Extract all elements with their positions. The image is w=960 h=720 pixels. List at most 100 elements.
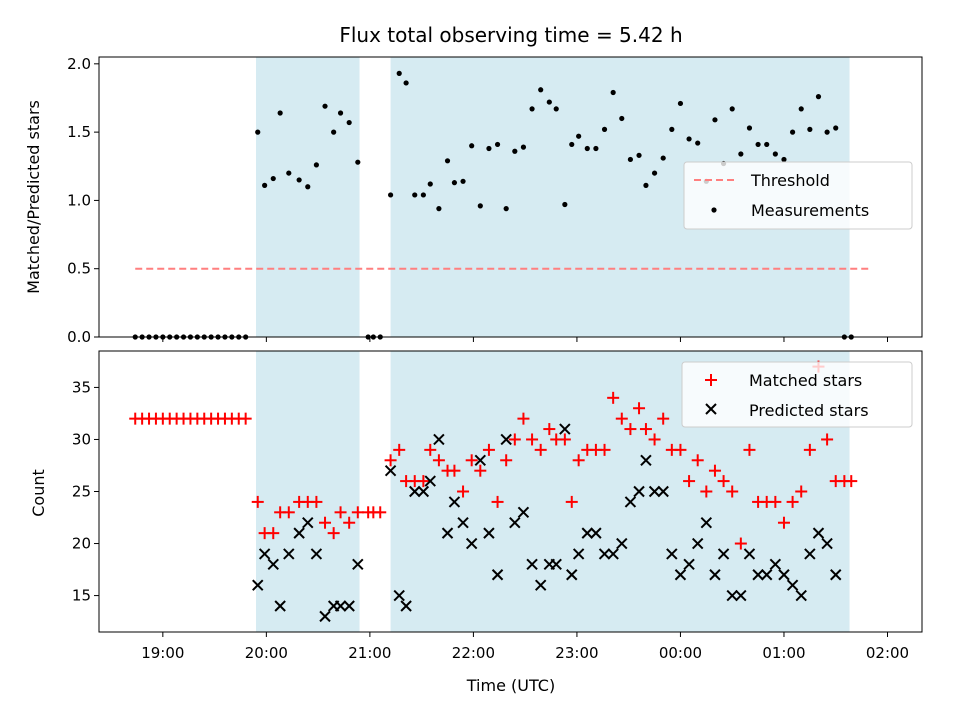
x-tick-label: 01:00 [762, 644, 805, 662]
measurement-point [255, 129, 261, 135]
measurement-point [738, 151, 744, 157]
predicted-stars-point [581, 527, 593, 539]
y-tick-label: 1.0 [67, 191, 91, 209]
matched-stars-point [526, 433, 539, 446]
predicted-stars-point [509, 517, 521, 529]
predicted-stars-point [804, 548, 816, 560]
predicted-stars-point [409, 485, 421, 498]
measurement-point [643, 182, 649, 188]
top-legend-box [683, 161, 913, 230]
predicted-stars-point [572, 548, 585, 560]
x-tick-label: 20:00 [245, 644, 288, 662]
measurement-point [781, 156, 787, 163]
predicted-stars-point [590, 527, 602, 539]
matched-stars-point [327, 527, 340, 540]
matched-stars-point [500, 454, 513, 467]
measurement-point [520, 144, 527, 150]
matched-stars-point [239, 412, 252, 425]
matched-stars-point [543, 423, 556, 436]
matched-stars-point [572, 454, 585, 467]
matched-stars-point [351, 506, 364, 519]
matched-stars-point [717, 475, 730, 488]
matched-stars-point [607, 391, 620, 404]
matched-stars-point [648, 433, 661, 446]
measurement-point [469, 143, 475, 149]
x-tick-label: 00:00 [659, 644, 702, 662]
matched-stars-point [491, 495, 504, 508]
matched-stars-point [803, 443, 816, 456]
matched-stars-point [657, 412, 670, 425]
predicted-stars-point [517, 506, 530, 519]
measurement-point [651, 170, 658, 176]
measurement-point [695, 140, 701, 146]
matched-stars-point [393, 443, 406, 456]
predicted-stars-point [735, 589, 747, 602]
predicted-stars-point [334, 600, 347, 612]
predicted-stars-point [293, 527, 305, 539]
matched-stars-point [417, 475, 430, 488]
legend-matched-swatch [705, 374, 717, 386]
matched-stars-point [700, 485, 713, 498]
measurement-point [824, 129, 830, 135]
x-tick-label: 02:00 [866, 644, 909, 662]
matched-stars-point [310, 495, 323, 508]
measurement-point [387, 192, 394, 198]
top-legend: Threshold Measurements [683, 161, 913, 230]
matched-stars-point [474, 464, 487, 477]
measurement-point [270, 175, 276, 182]
predicted-stars-point [717, 548, 730, 560]
measurement-point [451, 180, 458, 186]
matched-stars-point [482, 443, 495, 456]
matched-stars-point [267, 527, 280, 540]
matched-stars-point [424, 443, 437, 456]
measurement-point [562, 201, 568, 208]
matched-stars-point [674, 443, 687, 456]
matched-stars-point [639, 423, 652, 436]
measurement-point [807, 126, 813, 132]
matched-stars-point [517, 412, 530, 425]
matched-stars-point [786, 495, 799, 508]
matched-stars-point [465, 454, 478, 467]
x-tick-label: 21:00 [348, 644, 391, 662]
y-tick-label: 2.0 [67, 55, 91, 73]
measurement-point [477, 203, 483, 209]
matched-stars-point [384, 454, 397, 467]
measurement-point [322, 103, 328, 109]
measurement-point [486, 145, 492, 152]
predicted-stars-point [500, 433, 512, 446]
bottom-legend: Matched stars Predicted stars [681, 361, 913, 428]
matched-stars-point [691, 454, 704, 467]
matched-stars-point [251, 495, 264, 508]
predicted-stars-point [607, 548, 619, 560]
matched-stars-point [343, 516, 356, 529]
predicted-stars-point [474, 454, 487, 466]
matched-stars-point [821, 433, 834, 446]
predicted-stars-point [624, 496, 637, 508]
matched-stars-point [624, 423, 637, 436]
matched-stars-point [795, 485, 808, 498]
predicted-stars-point [674, 569, 687, 581]
measurement-point [538, 87, 544, 93]
predicted-stars-point [448, 496, 461, 508]
predicted-stars-point [795, 589, 807, 602]
predicted-stars-point [633, 485, 645, 498]
x-tick-label: 22:00 [452, 644, 495, 662]
measurement-point [636, 152, 642, 158]
measurement-point [746, 125, 753, 131]
predicted-stars-point [417, 485, 430, 498]
measurement-point [427, 181, 433, 187]
matched-stars-point [334, 506, 347, 519]
measurement-point [277, 110, 283, 116]
top-axes-frame [98, 56, 923, 338]
predicted-stars-point [483, 527, 495, 539]
predicted-stars-point [441, 527, 454, 539]
measurement-point [286, 170, 292, 176]
predicted-stars-point [274, 600, 286, 612]
top-y-axis-label: Matched/Predicted stars [24, 100, 43, 294]
predicted-stars-point [566, 569, 578, 581]
predicted-stars-point [821, 537, 833, 550]
predicted-stars-point [310, 548, 323, 560]
measurement-point [619, 115, 625, 122]
legend-predicted-label: Predicted stars [749, 401, 869, 420]
matched-stars-point [598, 443, 611, 456]
